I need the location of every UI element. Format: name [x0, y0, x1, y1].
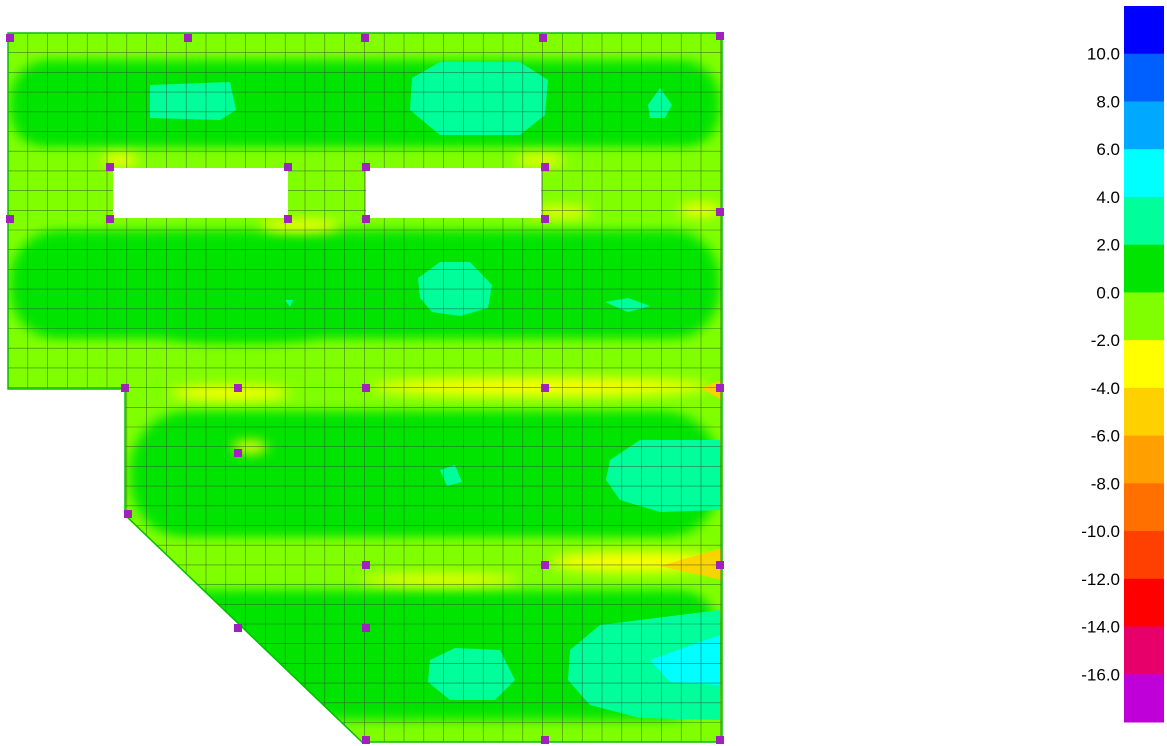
column-support-marker	[106, 163, 114, 171]
legend-tick-label: -14.0	[1081, 618, 1120, 637]
legend-tick-label: -8.0	[1091, 474, 1120, 493]
column-support-marker	[541, 163, 549, 171]
legend-tick-label: -16.0	[1081, 665, 1120, 684]
legend-tick-label: 8.0	[1096, 92, 1120, 111]
column-support-marker	[541, 561, 549, 569]
legend-band	[1124, 578, 1164, 628]
slab-opening-left	[113, 168, 288, 218]
legend-tick-label: -6.0	[1091, 427, 1120, 446]
column-support-marker	[6, 34, 14, 42]
legend-tick-label: -4.0	[1091, 379, 1120, 398]
legend-band	[1124, 483, 1164, 532]
column-support-marker	[361, 34, 369, 42]
column-support-marker	[716, 32, 724, 40]
legend-band	[1124, 6, 1164, 55]
column-support-marker	[541, 384, 549, 392]
slab-contour-plot	[6, 32, 724, 744]
legend-band	[1124, 340, 1164, 389]
legend-band	[1124, 674, 1164, 723]
legend-colorbar: 10.0 8.0 6.0 4.0 2.0 0.0 -2.0 -4.0 -6.0 -8.0 -10.0…	[1081, 6, 1164, 723]
legend-tick-label: 10.0	[1087, 45, 1120, 64]
column-support-marker	[124, 510, 132, 518]
column-support-marker	[362, 624, 370, 632]
legend-tick-label: 6.0	[1096, 140, 1120, 159]
column-support-marker	[716, 384, 724, 392]
legend-band	[1124, 531, 1164, 580]
column-support-marker	[362, 736, 370, 744]
legend-tick-label: -2.0	[1091, 331, 1120, 350]
slab-opening-right	[366, 168, 541, 218]
legend-band	[1124, 387, 1164, 437]
column-support-marker	[716, 736, 724, 744]
column-support-marker	[362, 384, 370, 392]
column-support-marker	[284, 215, 292, 223]
legend-band	[1124, 53, 1164, 102]
column-support-marker	[541, 736, 549, 744]
slab-fill	[8, 33, 722, 742]
column-support-marker	[184, 34, 192, 42]
column-support-marker	[539, 34, 547, 42]
column-support-marker	[284, 163, 292, 171]
legend-labels: 10.0 8.0 6.0 4.0 2.0 0.0 -2.0 -4.0 -6.0 -8.0 -10.0…	[1081, 45, 1120, 685]
legend-tick-label: 0.0	[1096, 283, 1120, 302]
column-support-marker	[716, 208, 724, 216]
column-support-marker	[234, 624, 242, 632]
slab-outline	[7, 32, 723, 743]
column-supports	[6, 32, 724, 744]
legend-band	[1124, 244, 1164, 293]
legend-band	[1124, 101, 1164, 150]
column-support-marker	[362, 215, 370, 223]
legend-tick-label: -12.0	[1081, 570, 1120, 589]
column-support-marker	[121, 384, 129, 392]
column-support-marker	[106, 215, 114, 223]
column-support-marker	[234, 384, 242, 392]
column-support-marker	[234, 449, 242, 457]
legend-tick-label: -10.0	[1081, 522, 1120, 541]
column-support-marker	[362, 561, 370, 569]
legend-tick-label: 4.0	[1096, 188, 1120, 207]
column-support-marker	[716, 561, 724, 569]
column-support-marker	[6, 215, 14, 223]
legend-band	[1124, 149, 1164, 198]
legend-bands	[1124, 6, 1164, 723]
legend-tick-label: 2.0	[1096, 236, 1120, 255]
legend-band	[1124, 196, 1164, 246]
legend-band	[1124, 435, 1164, 484]
legend-band	[1124, 626, 1164, 675]
column-support-marker	[362, 163, 370, 171]
contour-cyan-zone	[650, 635, 720, 685]
legend-band	[1124, 292, 1164, 341]
column-support-marker	[541, 215, 549, 223]
